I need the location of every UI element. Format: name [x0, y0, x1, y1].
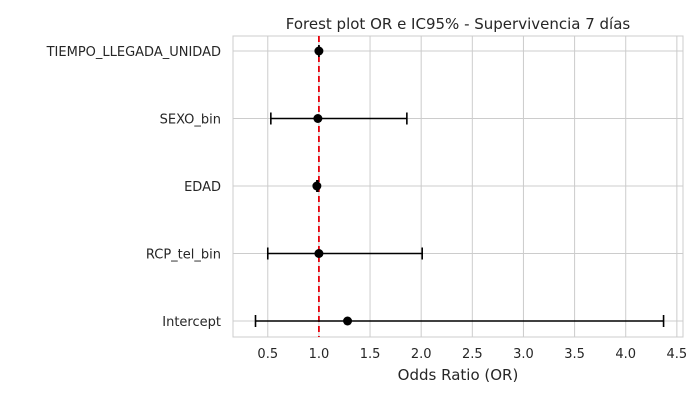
forest-row-mark — [314, 45, 324, 57]
forest-row-mark — [266, 247, 424, 260]
forest-row-mark — [254, 315, 665, 327]
or-point — [312, 181, 322, 191]
or-point — [343, 316, 353, 326]
x-tick-label: 3.0 — [513, 347, 534, 362]
x-tick-label: 2.0 — [411, 347, 432, 362]
x-tick-label: 1.0 — [309, 347, 330, 362]
y-tick-label: RCP_tel_bin — [146, 248, 221, 263]
forest-row-mark — [312, 180, 322, 192]
x-tick-label: 2.5 — [462, 347, 483, 362]
y-tick-label: EDAD — [184, 180, 221, 195]
forest-row-mark — [270, 112, 408, 125]
x-tick-labels: 0.5 1.0 1.5 2.0 2.5 3.0 3.5 4.0 4.5 — [257, 347, 687, 362]
chart-title: Forest plot OR e IC95% - Supervivencia 7… — [286, 15, 631, 33]
or-point — [314, 249, 324, 258]
or-point — [314, 46, 324, 56]
x-tick-label: 3.5 — [564, 347, 585, 362]
x-axis-title: Odds Ratio (OR) — [398, 366, 519, 384]
y-tick-labels: TIEMPO_LLEGADA_UNIDAD SEXO_bin EDAD RCP_tel… — [46, 45, 221, 330]
plot-frame — [232, 35, 684, 338]
x-tick-label: 1.5 — [360, 347, 381, 362]
y-tick-label: SEXO_bin — [160, 113, 221, 128]
y-tick-label: TIEMPO_LLEGADA_UNIDAD — [46, 45, 221, 60]
x-tick-label: 4.5 — [667, 347, 688, 362]
marks-layer — [254, 45, 665, 327]
or-point — [313, 114, 323, 123]
x-tick-label: 4.0 — [615, 347, 636, 362]
x-tick-label: 0.5 — [257, 347, 278, 362]
y-tick-label: Intercept — [162, 315, 221, 330]
